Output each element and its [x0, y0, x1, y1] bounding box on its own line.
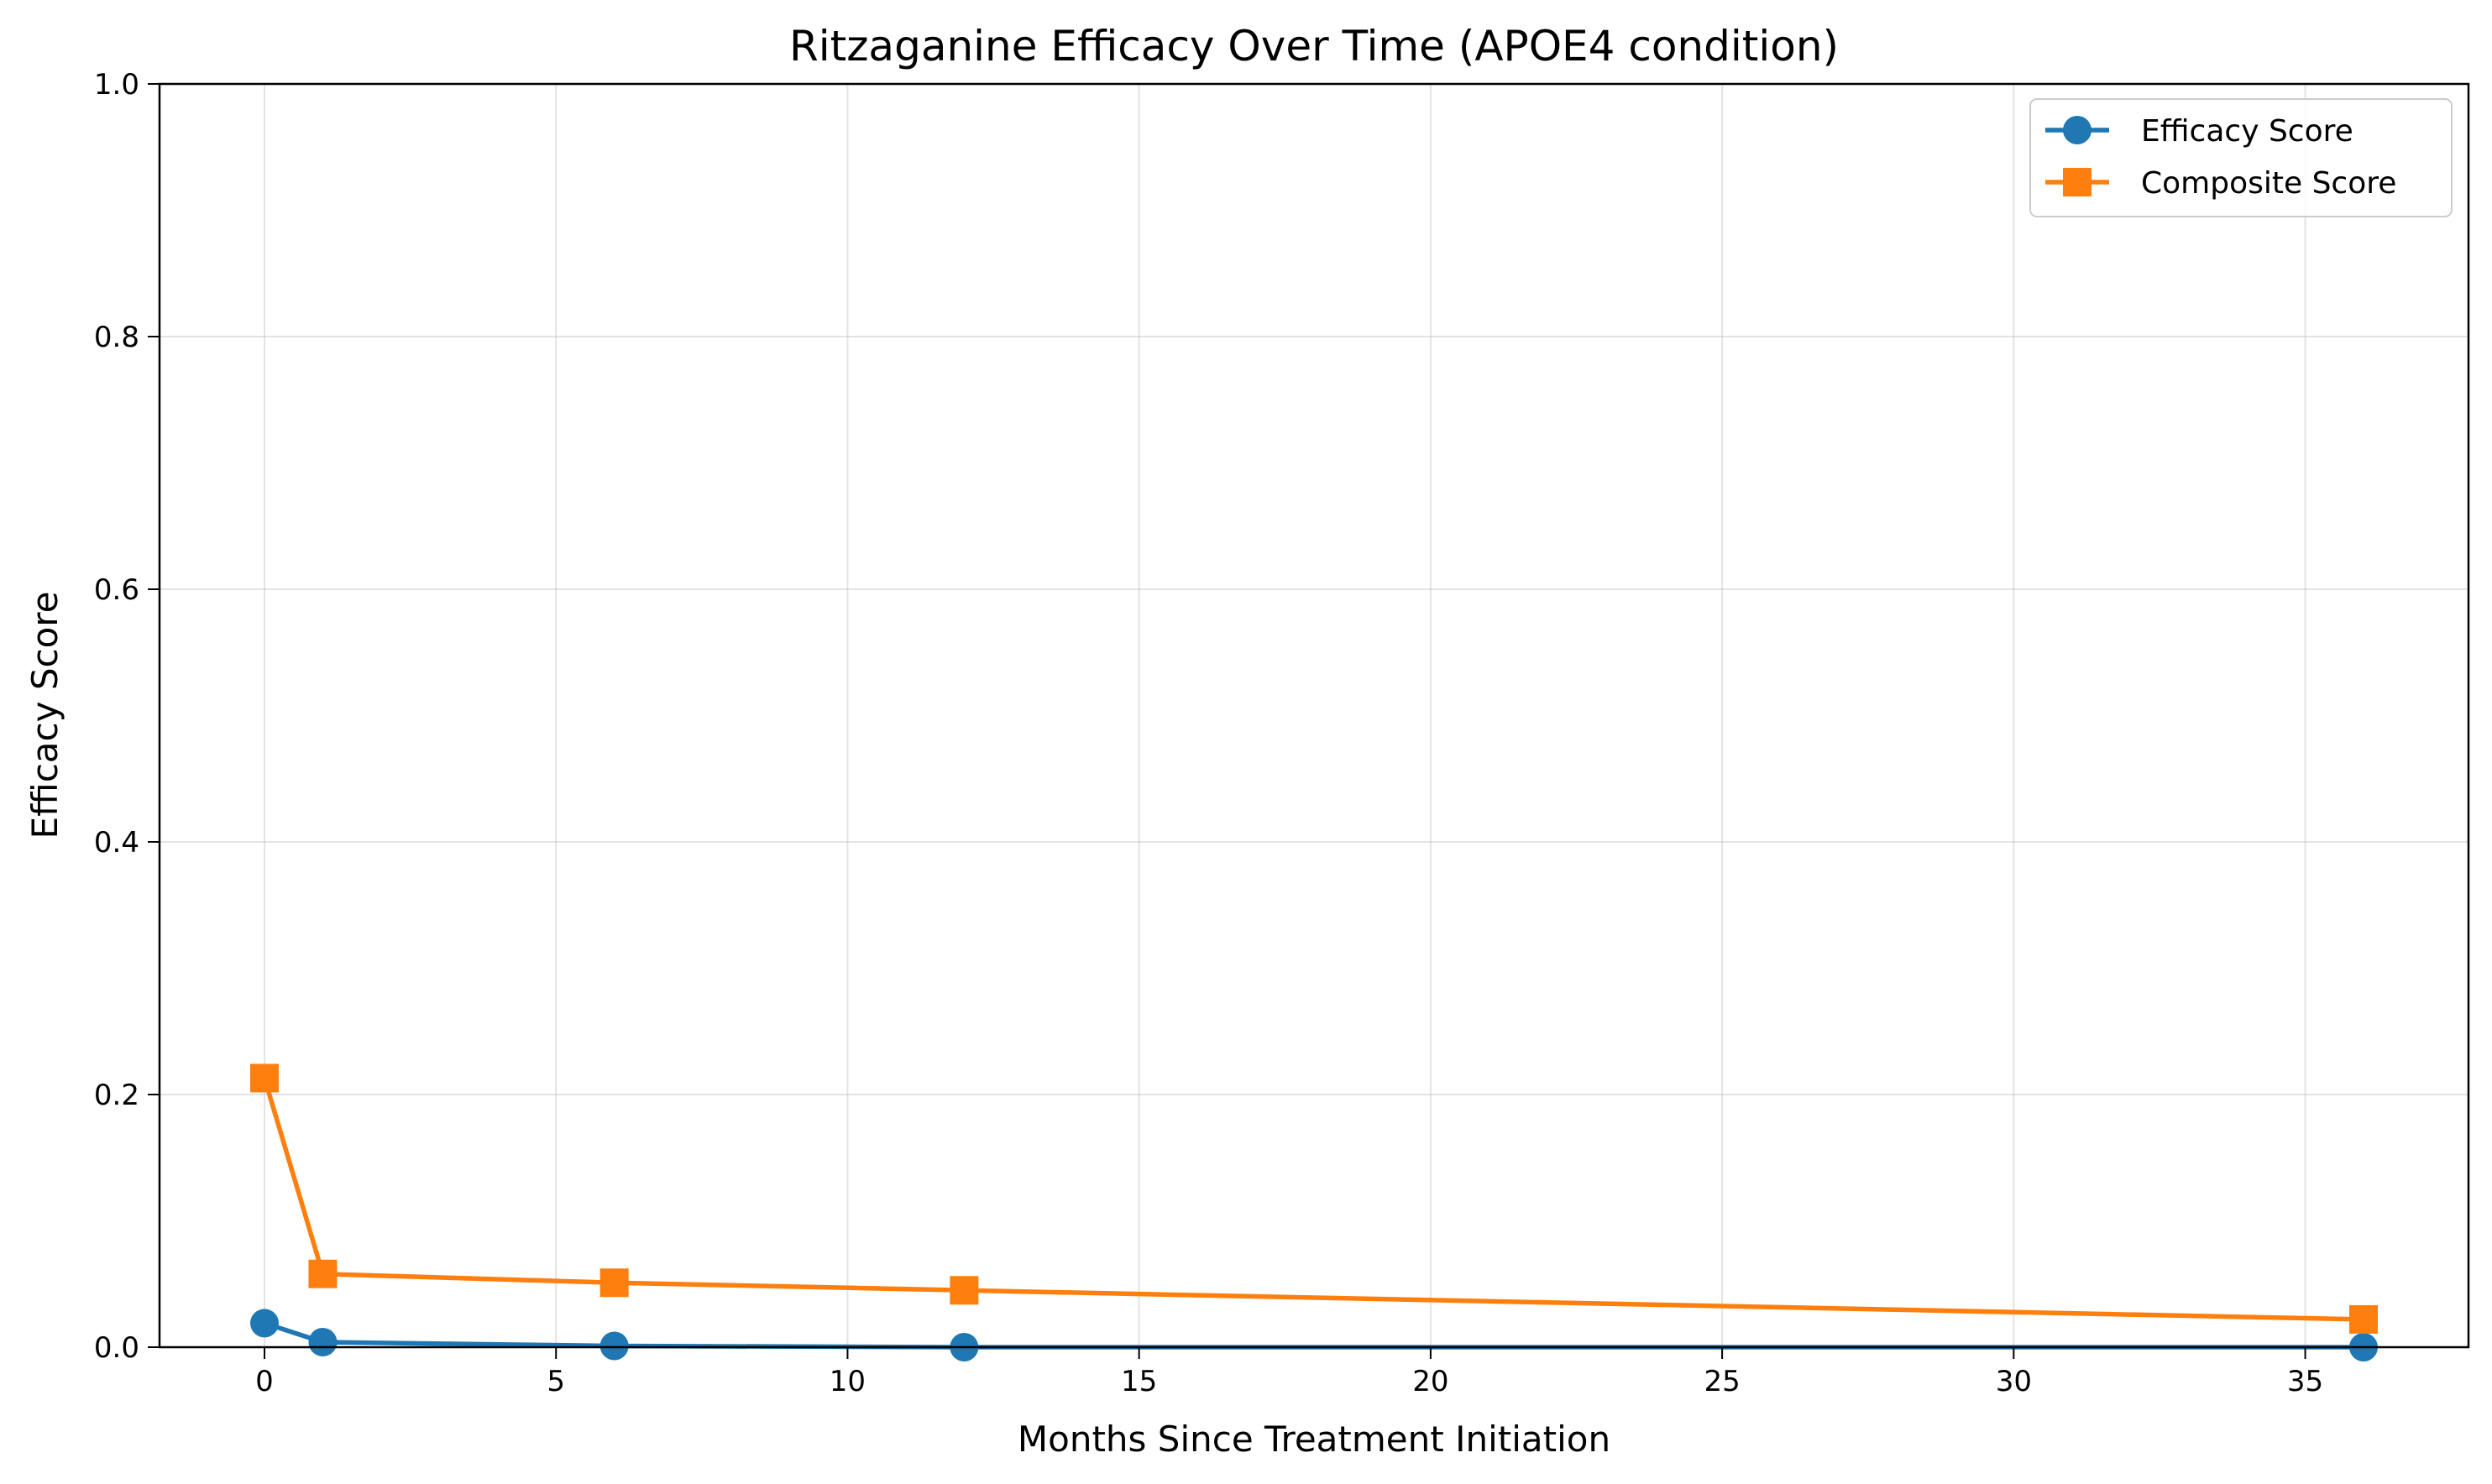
- legend-marker: [2063, 116, 2092, 144]
- x-tick-label: 15: [1121, 1365, 1157, 1398]
- legend-entry: Efficacy Score: [2045, 114, 2353, 149]
- y-tick-label: 1.0: [94, 68, 139, 102]
- legend-items: Efficacy Score Composite Score: [2045, 114, 2396, 201]
- y-tick-label: 0.4: [94, 826, 139, 860]
- y-axis-label: Efficacy Score: [24, 592, 65, 839]
- data-point: [599, 1331, 629, 1361]
- x-axis-label: Months Since Treatment Initiation: [1018, 1419, 1610, 1460]
- data-point: [250, 1063, 279, 1093]
- legend-label: Efficacy Score: [2141, 114, 2353, 149]
- data-point: [250, 1309, 279, 1338]
- legend-entry: Composite Score: [2045, 166, 2396, 201]
- x-tick-label: 35: [2287, 1365, 2323, 1398]
- legend-label: Composite Score: [2141, 166, 2396, 201]
- x-tick-label: 0: [255, 1365, 274, 1398]
- x-tick-label: 20: [1412, 1365, 1448, 1398]
- legend-frame: [2029, 98, 2453, 217]
- y-tick-label: 0.2: [94, 1079, 139, 1112]
- plot-area-background: [160, 84, 2468, 1347]
- x-tick-label: 10: [830, 1365, 866, 1398]
- legend-marker: [2063, 168, 2092, 196]
- data-point: [599, 1268, 629, 1298]
- x-tick-label: 25: [1704, 1365, 1740, 1398]
- x-tick-label: 30: [1996, 1365, 2032, 1398]
- data-point: [2349, 1304, 2378, 1334]
- data-point: [950, 1276, 979, 1305]
- legend: Efficacy Score Composite Score: [2029, 98, 2453, 217]
- series-layer: [250, 1063, 2378, 1361]
- y-tick-label: 0.8: [94, 321, 139, 354]
- y-tick-label: 0.6: [94, 573, 139, 607]
- data-point: [308, 1259, 338, 1288]
- chart-title: Ritzaganine Efficacy Over Time (APOE4 co…: [789, 22, 1839, 71]
- y-tick-label: 0.0: [94, 1331, 139, 1365]
- axis-ticks: 0 5 10 15 20 25 30 35 0.0 0.2 0.4 0.6 0.8 1.0: [94, 68, 2323, 1398]
- series-2: [250, 1063, 2378, 1334]
- data-point: [308, 1327, 338, 1356]
- plot-frame: [158, 82, 2470, 1349]
- x-tick-label: 5: [547, 1365, 565, 1398]
